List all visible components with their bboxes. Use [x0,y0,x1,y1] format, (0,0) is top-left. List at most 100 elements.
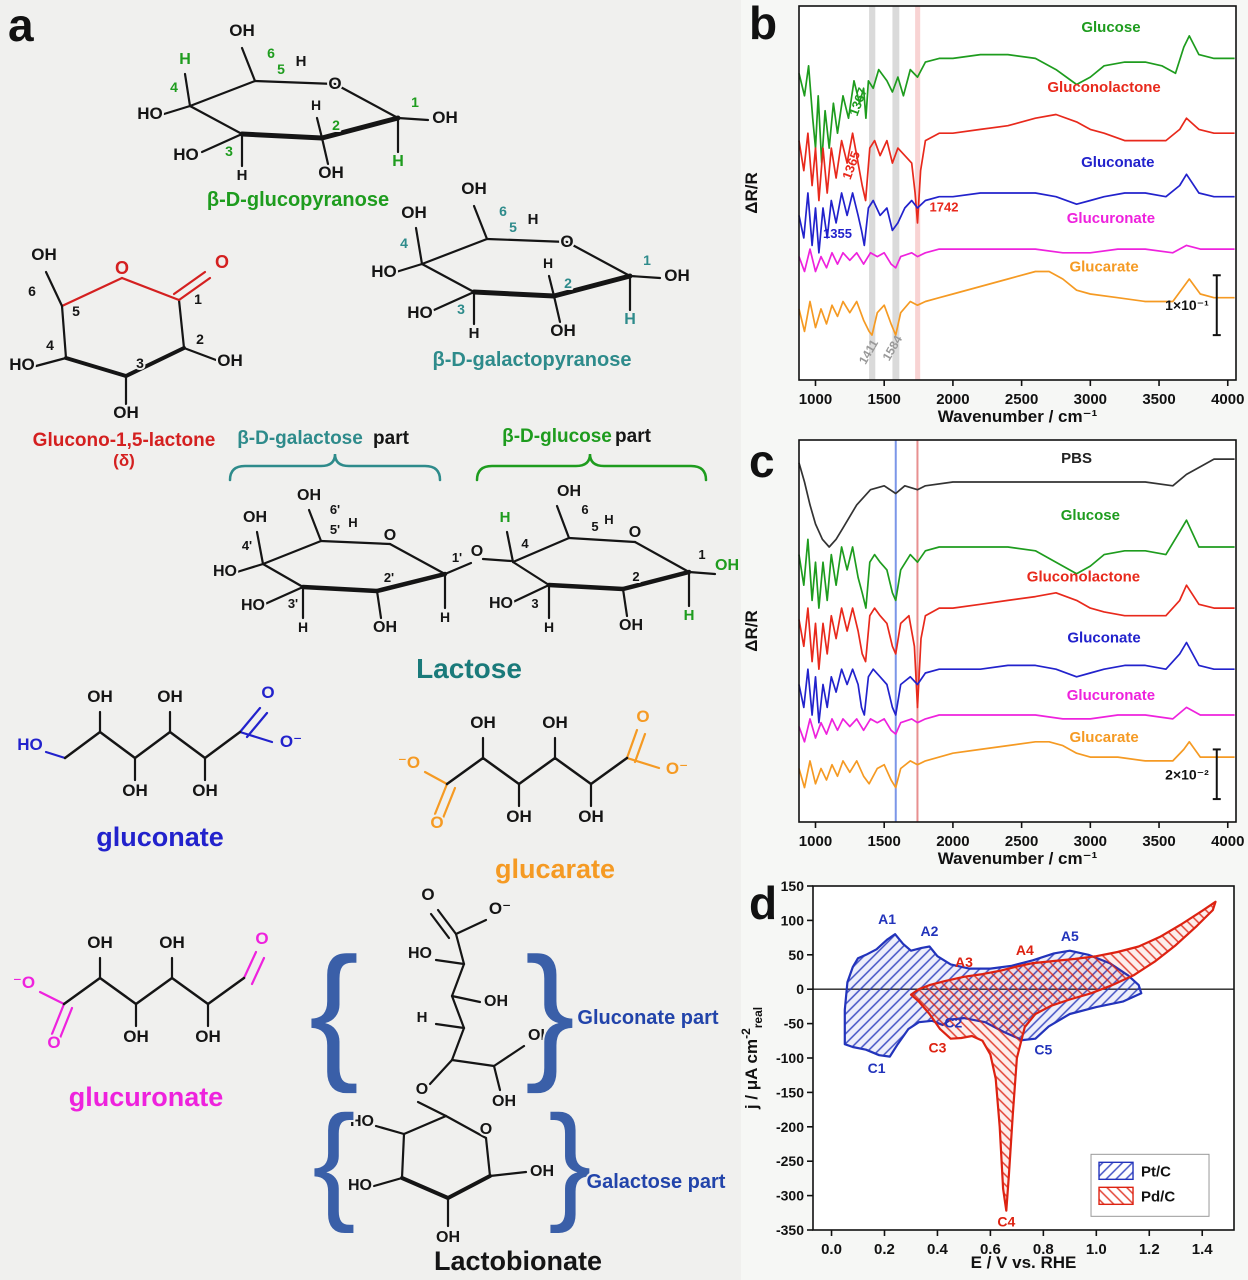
svg-text:3500: 3500 [1142,833,1175,850]
svg-text:Gluconate: Gluconate [1067,629,1140,646]
panel-d: d 0.0 0.2 0.4 0.6 0.8 1.0 1.2 1.4 150 100 50 0 -50 -1… [741,876,1248,1280]
svg-text:part: part [615,426,652,447]
svg-text:3000: 3000 [1074,833,1107,850]
svg-text:OH: OH [664,266,690,285]
svg-text:1742: 1742 [930,200,959,215]
svg-text:1': 1' [452,550,462,565]
svg-text:1: 1 [698,547,705,562]
svg-text:O⁻: O⁻ [280,732,302,751]
panel-b: b 1000 1500 2000 2500 3000 3500 4000 Glucose Glu… [741,0,1248,434]
svg-text:OH: OH [401,203,427,222]
svg-text:3: 3 [136,355,144,371]
svg-text:H: H [311,97,321,113]
svg-text:OH: OH [373,619,397,636]
svg-text:HO: HO [371,262,397,281]
svg-text:ΔR/R: ΔR/R [742,172,761,214]
svg-text:O: O [416,1081,428,1098]
svg-text:4: 4 [46,337,54,353]
svg-text:0.8: 0.8 [1033,1241,1054,1258]
svg-text:A5: A5 [1061,928,1079,944]
svg-text:1500: 1500 [868,833,901,850]
svg-text:-150: -150 [776,1084,804,1100]
svg-text:HO: HO [350,1113,374,1130]
svg-text:2: 2 [196,331,204,347]
svg-text:O: O [471,543,483,560]
svg-text:OH: OH [195,1027,221,1046]
svg-text:OH: OH [528,1027,552,1044]
svg-text:O: O [560,232,573,251]
svg-text:Gluconolactone: Gluconolactone [1027,568,1140,585]
svg-text:4: 4 [521,536,529,551]
svg-text:OH: OH [484,993,508,1010]
svg-text:1000: 1000 [799,833,832,850]
svg-text:OH: OH [557,483,581,500]
svg-text:Gluconate: Gluconate [1081,154,1154,171]
svg-text:O: O [47,1033,60,1052]
svg-text:4000: 4000 [1211,391,1244,408]
svg-text:OH: OH [159,933,185,952]
svg-text:HO: HO [489,595,513,612]
svg-text:-250: -250 [776,1153,804,1169]
svg-text:2000: 2000 [936,391,969,408]
svg-text:1.2: 1.2 [1139,1241,1160,1258]
svg-text:OH: OH [297,487,321,504]
svg-text:glucarate: glucarate [495,854,615,884]
svg-text:3000: 3000 [1074,391,1107,408]
svg-text:5: 5 [591,519,598,534]
svg-text:6: 6 [28,283,36,299]
svg-text:2×10⁻²: 2×10⁻² [1165,766,1209,782]
svg-text:O⁻: O⁻ [666,759,688,778]
svg-text:part: part [373,428,410,449]
svg-text:O: O [215,252,229,272]
svg-text:OH: OH [506,807,532,826]
svg-text:1: 1 [411,94,419,110]
svg-text:O: O [421,885,434,904]
structure-gluconolactone: O O 1 2 3 4 5 6 OH OH OH HO Glucono-1,5-lactone(δ) [7,243,245,472]
svg-text:-100: -100 [776,1050,804,1066]
svg-text:β-D-glucose: β-D-glucose [502,426,612,447]
svg-text:A3: A3 [955,954,973,970]
svg-text:-300: -300 [776,1188,804,1204]
svg-text:4': 4' [242,538,252,553]
svg-text:OH: OH [619,617,643,634]
svg-text:6: 6 [581,502,588,517]
svg-text:Wavenumber / cm⁻¹: Wavenumber / cm⁻¹ [938,849,1098,868]
svg-text:⁻O: ⁻O [13,973,35,992]
svg-text:HO: HO [348,1177,372,1194]
svg-text:(δ): (δ) [113,451,135,470]
panel-b-label: b [749,0,778,49]
svg-text:50: 50 [788,947,804,963]
svg-text:⁻O: ⁻O [398,753,420,772]
svg-text:}: } [525,926,575,1094]
svg-text:O: O [255,929,268,948]
svg-text:OH: OH [87,933,113,952]
svg-text:C2: C2 [944,1015,962,1031]
svg-text:OH: OH [157,687,183,706]
ir-spectra-chart-b: 1000 1500 2000 2500 3000 3500 4000 Glucose Gluco… [742,5,1244,426]
svg-text:Glucuronate: Glucuronate [1067,210,1155,227]
svg-text:{: { [309,926,359,1094]
svg-text:2500: 2500 [1005,391,1038,408]
svg-text:Glucose: Glucose [1081,19,1140,36]
svg-text:}: } [548,1088,591,1234]
svg-text:{: { [312,1088,355,1234]
svg-text:OH: OH [550,321,576,340]
svg-text:C4: C4 [997,1214,1015,1230]
svg-text:HO: HO [137,104,163,123]
svg-text:O: O [328,74,341,93]
svg-text:OH: OH [217,351,243,370]
svg-text:C3: C3 [928,1039,946,1055]
svg-text:Glucuronate: Glucuronate [1067,687,1155,704]
svg-text:4000: 4000 [1211,833,1244,850]
svg-text:OH: OH [192,781,218,800]
svg-text:ΔR/R: ΔR/R [742,610,761,652]
svg-text:2: 2 [564,275,572,291]
svg-text:OH: OH [229,21,255,40]
svg-text:OH: OH [113,403,139,422]
svg-text:H: H [604,512,613,527]
svg-text:1×10⁻¹: 1×10⁻¹ [1165,297,1209,313]
